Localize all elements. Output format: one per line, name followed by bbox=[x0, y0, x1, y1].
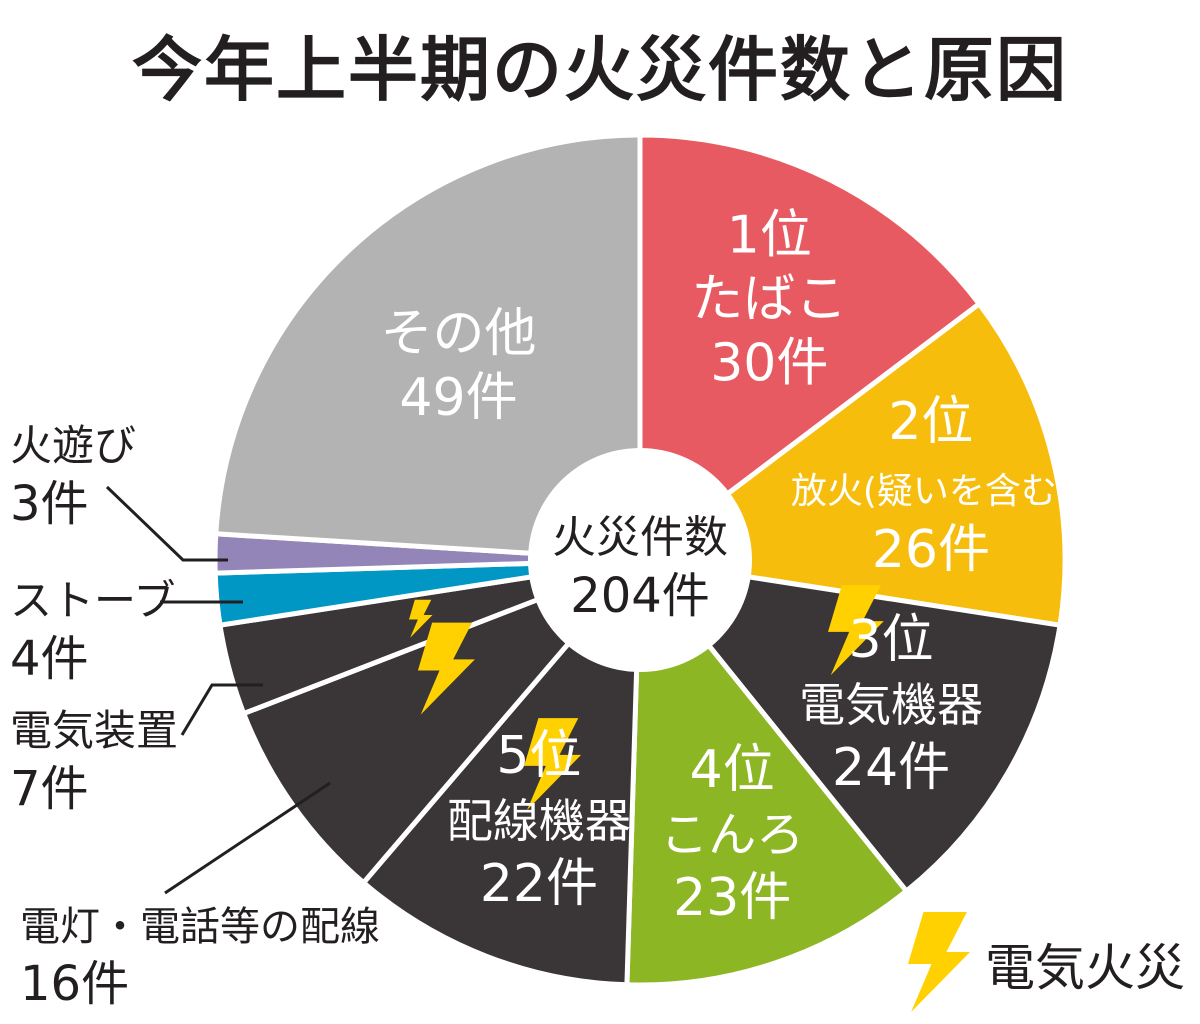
slice-4-count-label: 23件 bbox=[673, 868, 791, 928]
outer-labels: 電灯・電話等の配線 16件 電気装置 7件 ストーブ 4件 火遊び 3件 bbox=[10, 421, 380, 1012]
legend: 電気火災 bbox=[908, 912, 1185, 1012]
slice-6-wedge bbox=[241, 557, 643, 886]
slice-1-count-label: 30件 bbox=[710, 333, 828, 393]
slice-4-name-label: こんろ bbox=[660, 807, 804, 863]
slice-8-count-label: 4件 bbox=[10, 631, 89, 687]
slice-2-count-label: 26件 bbox=[872, 520, 990, 580]
slice-10-count-label: 49件 bbox=[399, 368, 517, 428]
slice-9-leader-line bbox=[105, 485, 228, 562]
slice-3-lightning-icon bbox=[828, 585, 884, 676]
electric-fire-markers bbox=[409, 585, 884, 811]
legend-label: 電気火災 bbox=[985, 939, 1185, 997]
slice-9-count-label: 3件 bbox=[10, 476, 89, 532]
slice-6-leader-line bbox=[164, 781, 331, 895]
slice-5-count-label: 22件 bbox=[480, 854, 598, 914]
slice-5-lightning-icon bbox=[524, 718, 582, 811]
slice-5-wedge bbox=[361, 557, 643, 988]
center-total-label: 火災件数 bbox=[552, 512, 728, 563]
slice-4-wedge bbox=[624, 557, 909, 988]
slice-2-rank-label: 2位 bbox=[888, 392, 973, 452]
slice-7-leader-line bbox=[180, 683, 263, 736]
slice-4-rank-label: 4位 bbox=[690, 740, 775, 800]
slice-10-name-label: その他 bbox=[380, 304, 536, 364]
chart-title: 今年上半期の火災件数と原因 bbox=[132, 29, 1068, 111]
legend-lightning-icon bbox=[908, 912, 970, 1012]
slice-1-name-label: たばこ bbox=[691, 269, 847, 329]
slice-3-name-label: 電気機器 bbox=[799, 678, 983, 732]
center-total-value: 204件 bbox=[570, 568, 710, 624]
slice-3-count-label: 24件 bbox=[832, 738, 950, 798]
slice-3-rank-label: 3位 bbox=[849, 610, 934, 670]
slice-6-count-label: 16件 bbox=[20, 956, 129, 1012]
slice-7-count-label: 7件 bbox=[10, 761, 89, 817]
slice-10-wedge bbox=[213, 132, 643, 563]
pie-slices bbox=[212, 132, 1068, 988]
slice-7-name-label: 電気装置 bbox=[10, 706, 178, 755]
slice-3-wedge bbox=[637, 557, 1063, 894]
slice-7-lightning-icon bbox=[409, 599, 433, 638]
slice-5-rank-label: 5位 bbox=[496, 726, 581, 786]
slice-1-wedge bbox=[637, 132, 982, 563]
slice-8-name-label: ストーブ bbox=[10, 576, 175, 625]
center-hole bbox=[528, 448, 752, 672]
slice-2-name-label: 放火(疑いを含む) bbox=[791, 471, 1071, 512]
slice-1-rank-label: 1位 bbox=[727, 205, 812, 265]
slice-6-lightning-icon bbox=[417, 622, 475, 715]
slice-9-name-label: 火遊び bbox=[10, 421, 136, 470]
slice-5-name-label: 配線機器 bbox=[447, 794, 631, 848]
slice-6-name-label: 電灯・電話等の配線 bbox=[20, 904, 380, 950]
